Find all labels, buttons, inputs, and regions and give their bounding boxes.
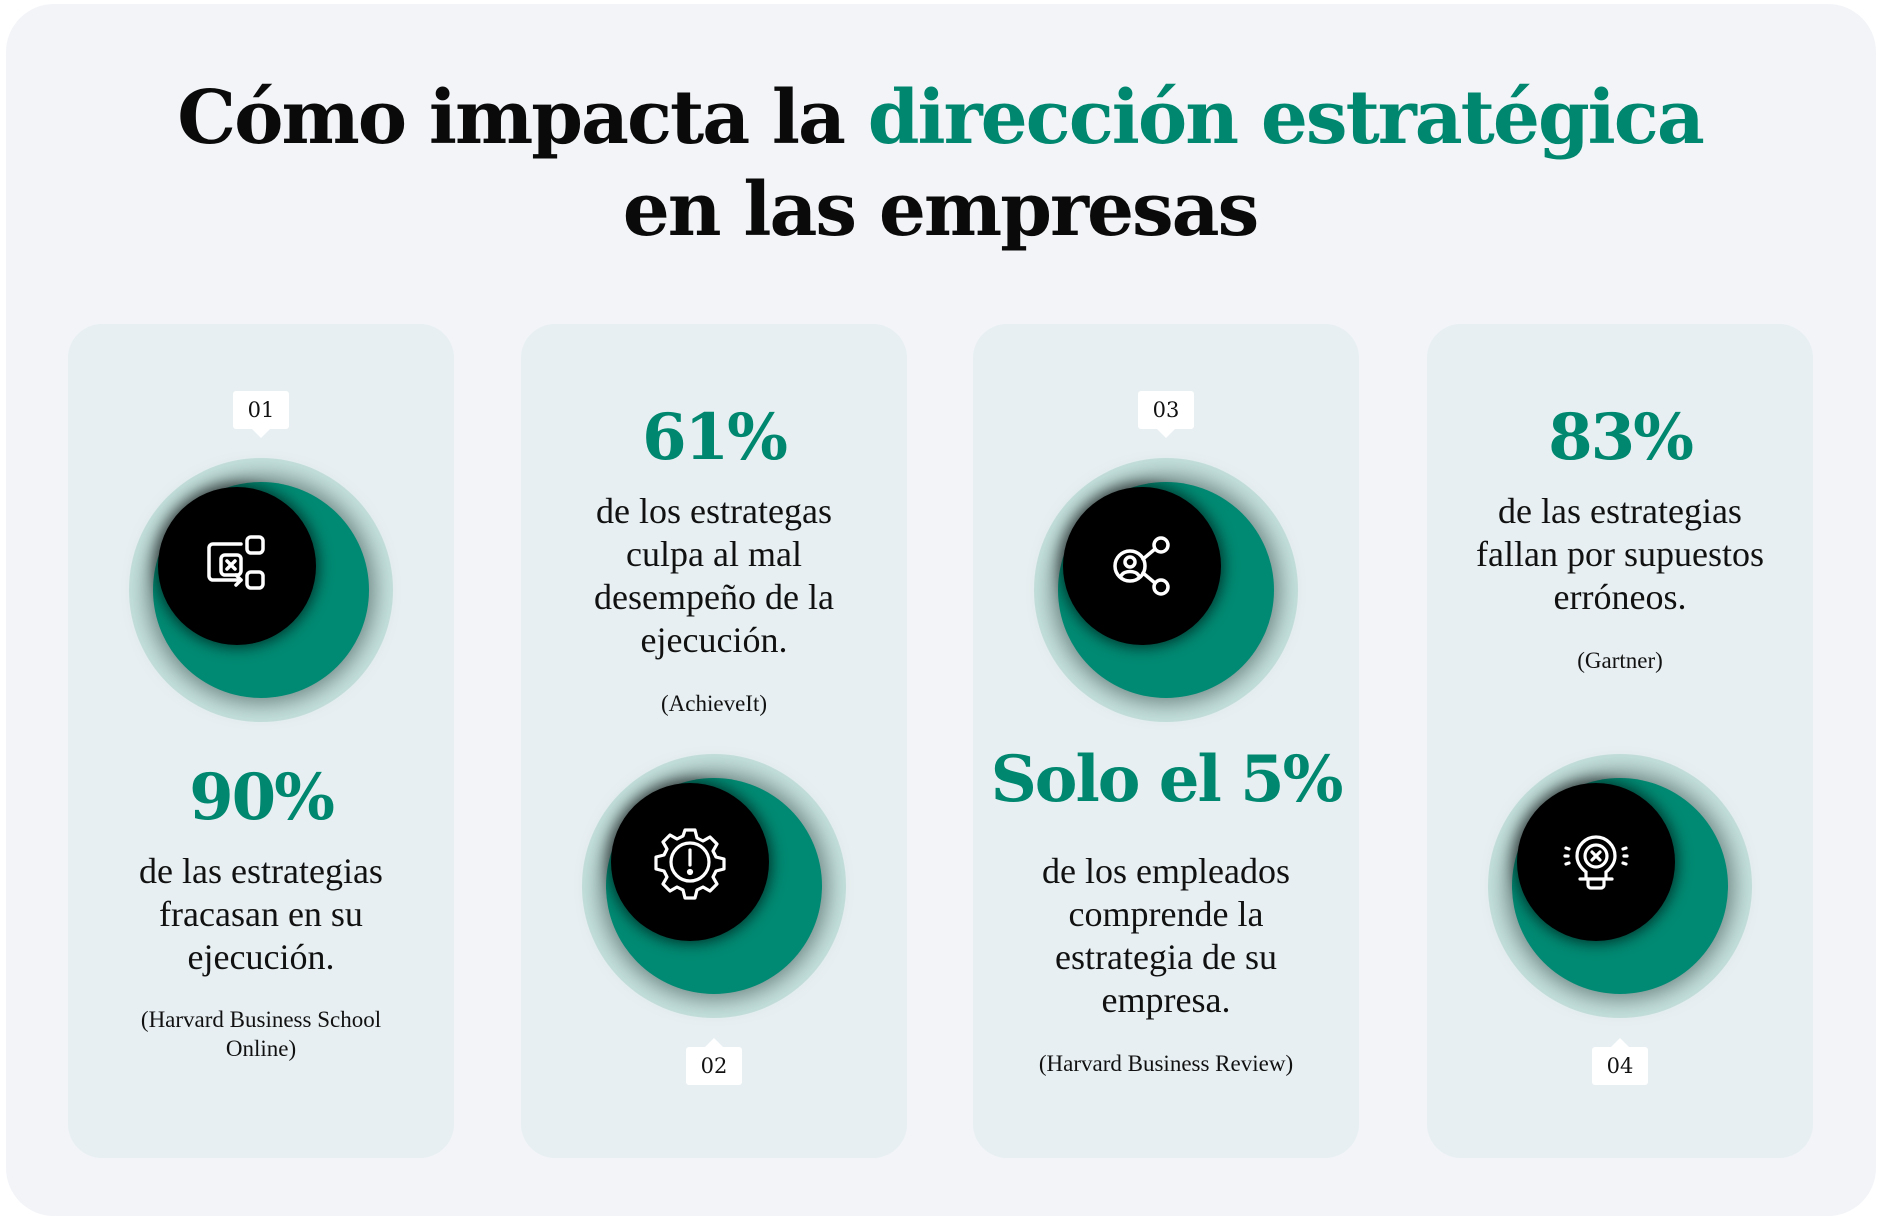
- stat-card-3: 03 Solo el 5% de los empleados comprende …: [973, 324, 1359, 1158]
- title-accent: dirección estratégica: [867, 75, 1705, 161]
- icon-circle: [1488, 754, 1752, 1018]
- stat-card-4: 83% de las estrategias fallan por supuest…: [1427, 324, 1813, 1158]
- stat-value: 83%: [1548, 400, 1694, 475]
- stat-description: de los estrategas culpa al mal desempeño d…: [594, 491, 834, 660]
- card-number-tag: 02: [686, 1038, 742, 1085]
- title-line2: en las empresas: [622, 167, 1260, 253]
- lightbulb-x-icon: [1563, 835, 1629, 890]
- card-number-tag: 03: [1138, 391, 1194, 438]
- stat-source: (Gartner): [1577, 648, 1663, 673]
- stat-source: (Harvard Business School Online): [140, 1007, 382, 1061]
- icon-circle: [582, 754, 846, 1018]
- share-user-icon: [1113, 536, 1170, 596]
- stat-source: (Harvard Business Review): [1038, 1051, 1294, 1076]
- stat-card-1: 01 90% de las estrategias fracasan en su e…: [68, 324, 454, 1158]
- card-number-tag: 04: [1592, 1038, 1648, 1085]
- process-x-icon: [207, 535, 265, 590]
- stat-description: de las estrategias fallan por supuestos er…: [1476, 491, 1764, 617]
- stat-value: Solo el 5%: [990, 742, 1344, 817]
- stat-value: 90%: [189, 760, 335, 835]
- card-number-tag: 01: [233, 391, 289, 438]
- stat-value: 61%: [642, 400, 788, 475]
- stat-description: de las estrategias fracasan en su ejecució…: [139, 851, 383, 977]
- stat-card-2: 61% de los estrategas culpa al mal desempe…: [521, 324, 907, 1158]
- icon-circle: [129, 458, 393, 722]
- page-title: Cómo impacta la dirección estratégica en…: [0, 72, 1880, 256]
- icon-circle: [1034, 458, 1298, 722]
- stat-description: de los empleados comprende la estrategia d…: [1042, 851, 1290, 1020]
- stat-source: (AchieveIt): [661, 691, 767, 716]
- gear-alert-icon: [654, 828, 726, 900]
- title-part: Cómo impacta la: [177, 75, 868, 161]
